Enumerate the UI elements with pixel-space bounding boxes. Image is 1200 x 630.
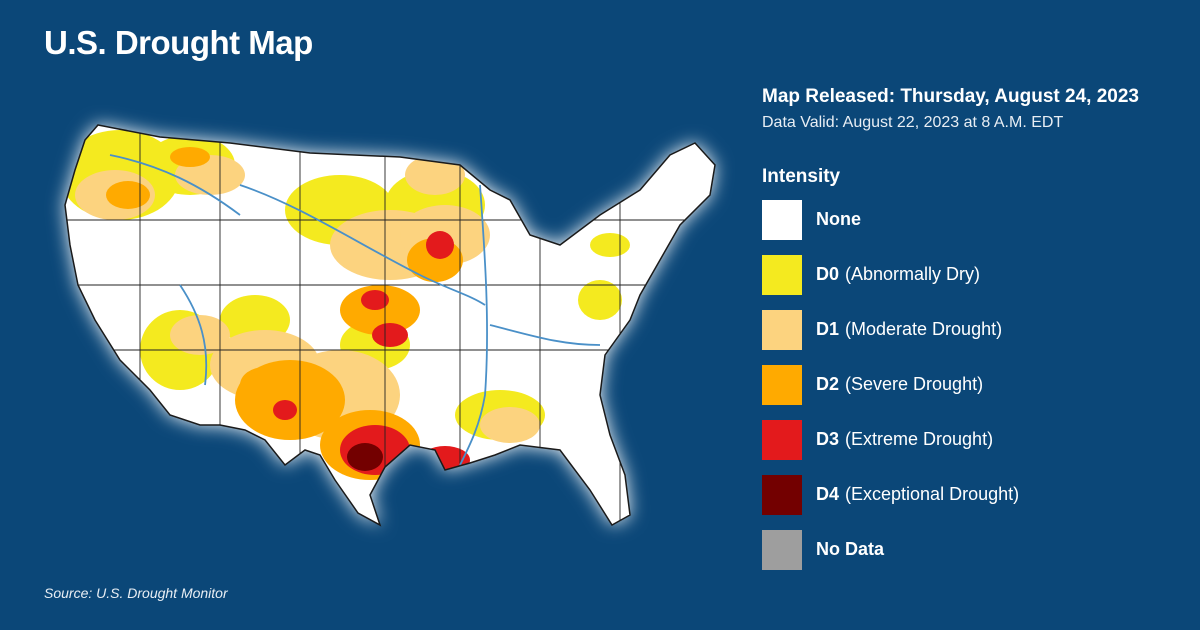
legend-swatch xyxy=(762,254,802,295)
legend-desc: (Moderate Drought) xyxy=(845,319,1003,339)
legend-item-d1: D1 (Moderate Drought) xyxy=(762,302,1019,357)
legend-code: None xyxy=(816,209,861,229)
legend-desc: (Extreme Drought) xyxy=(845,429,994,449)
legend-code: D1 xyxy=(816,319,840,339)
legend-title: Intensity xyxy=(762,166,841,187)
legend-code: No Data xyxy=(816,539,885,559)
legend-code: D2 xyxy=(816,374,840,394)
legend-item-d4: D4 (Exceptional Drought) xyxy=(762,467,1019,522)
page-title: U.S. Drought Map xyxy=(44,24,313,61)
legend-item-none: None xyxy=(762,192,1019,247)
legend-code: D0 xyxy=(816,264,840,284)
legend-desc: (Exceptional Drought) xyxy=(845,484,1020,504)
legend-swatch xyxy=(762,309,802,350)
legend-code: D4 xyxy=(816,484,840,504)
map-released: Map Released: Thursday, August 24, 2023 xyxy=(762,86,1139,107)
legend-item-no-data: No Data xyxy=(762,522,1019,577)
drought-map xyxy=(40,95,740,565)
legend-item-d0: D0 (Abnormally Dry) xyxy=(762,247,1019,302)
legend-swatch xyxy=(762,199,802,240)
legend-desc: (Severe Drought) xyxy=(845,374,984,394)
legend-item-d3: D3 (Extreme Drought) xyxy=(762,412,1019,467)
legend-swatch xyxy=(762,474,802,515)
rivers xyxy=(109,154,601,466)
legend-item-d2: D2 (Severe Drought) xyxy=(762,357,1019,412)
legend-desc: (Abnormally Dry) xyxy=(845,264,981,284)
legend-code: D3 xyxy=(816,429,840,449)
data-valid: Data Valid: August 22, 2023 at 8 A.M. ED… xyxy=(762,114,1064,131)
legend-swatch xyxy=(762,529,802,570)
legend: None D0 (Abnormally Dry) D1 (Moderate Dr… xyxy=(762,192,1019,577)
legend-swatch xyxy=(762,364,802,405)
source-credit: Source: U.S. Drought Monitor xyxy=(44,585,228,601)
legend-swatch xyxy=(762,419,802,460)
